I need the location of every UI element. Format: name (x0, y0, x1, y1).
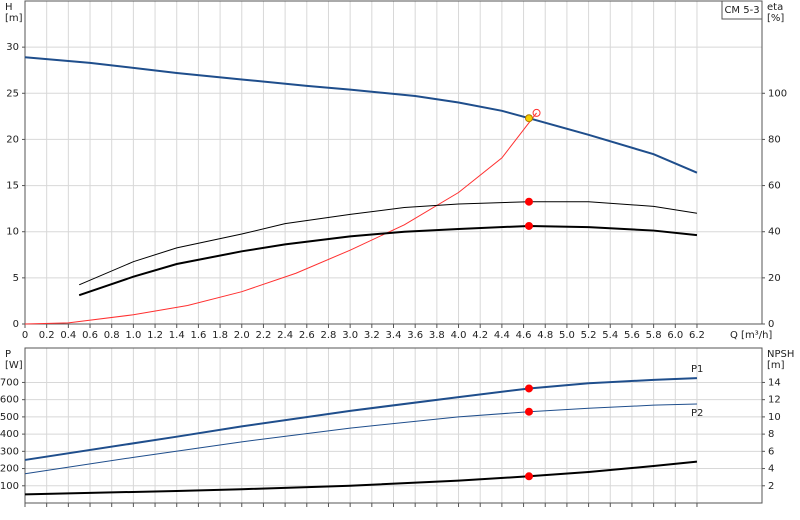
x-tick-label: 1.4 (169, 330, 185, 341)
y2-axis-title: eta (767, 2, 783, 13)
x-tick-label: 2.2 (255, 330, 271, 341)
y2-tick-label: 4 (768, 464, 774, 475)
curve-label: P2 (691, 408, 703, 419)
operating-point (524, 114, 533, 123)
x-tick-label: 5.0 (559, 330, 575, 341)
y2-tick-label: 12 (768, 395, 781, 406)
y-tick-label: 10 (6, 227, 19, 238)
x-tick-label: 4.0 (451, 330, 467, 341)
x-tick-label: 1.2 (147, 330, 163, 341)
y-tick-label: 25 (6, 88, 19, 99)
legend-box (721, 0, 763, 20)
x-tick-label: 0.8 (104, 330, 120, 341)
x-axis-title: Q [m³/h] (730, 330, 772, 341)
y2-axis-unit: [%] (767, 13, 784, 24)
x-tick-label: 2.6 (299, 330, 315, 341)
y2-tick-label: 100 (768, 88, 787, 99)
operating-point (524, 384, 533, 393)
x-tick-label: 4.8 (537, 330, 553, 341)
x-tick-label: 3.0 (342, 330, 358, 341)
y-axis-title: P (5, 349, 11, 360)
chart-title: CM 5-3 (724, 5, 759, 16)
y-tick-label: 200 (0, 464, 19, 475)
y2-tick-label: 14 (768, 377, 781, 388)
plot-frame (24, 347, 763, 504)
y2-tick-label: 8 (768, 429, 774, 440)
curve (24, 403, 697, 475)
x-tick-label: 0 (22, 330, 28, 341)
x-tick-label: 2.4 (277, 330, 293, 341)
x-tick-label: 6.2 (689, 330, 705, 341)
curve (24, 56, 698, 174)
curve (24, 377, 698, 461)
y2-tick-label: 0 (768, 319, 774, 330)
y-tick-label: 20 (6, 134, 19, 145)
x-tick-label: 5.2 (581, 330, 597, 341)
y-tick-label: 300 (0, 446, 19, 457)
y-axis-unit: [m] (5, 13, 23, 24)
x-tick-label: 5.8 (646, 330, 662, 341)
x-tick-label: 3.2 (364, 330, 380, 341)
y2-tick-label: 20 (768, 273, 781, 284)
x-tick-label: 0.6 (82, 330, 98, 341)
plot-frame (24, 0, 763, 325)
y-tick-label: 5 (13, 273, 19, 284)
x-tick-label: 0.2 (39, 330, 55, 341)
operating-point (524, 221, 533, 230)
y2-axis-unit: [m] (767, 360, 785, 371)
x-tick-label: 2.0 (234, 330, 250, 341)
y-tick-label: 700 (0, 377, 19, 388)
x-tick-label: 4.6 (516, 330, 532, 341)
x-tick-label: 1.6 (190, 330, 206, 341)
y2-tick-label: 6 (768, 446, 774, 457)
y2-axis-title: NPSH (767, 349, 794, 360)
curve (78, 201, 698, 286)
operating-point (524, 197, 533, 206)
x-tick-label: 2.8 (321, 330, 337, 341)
curve (24, 112, 537, 325)
x-tick-label: 5.4 (602, 330, 618, 341)
curve (24, 460, 698, 496)
x-tick-label: 3.8 (429, 330, 445, 341)
y-tick-label: 500 (0, 412, 19, 423)
y-axis-title: H (5, 2, 13, 13)
y-tick-label: 100 (0, 481, 19, 492)
y-axis-unit: [W] (5, 360, 23, 371)
x-tick-label: 0.4 (60, 330, 76, 341)
operating-point (524, 472, 533, 481)
x-tick-label: 3.6 (407, 330, 423, 341)
operating-point (532, 108, 541, 117)
curve-label: P1 (691, 364, 703, 375)
x-tick-label: 5.6 (624, 330, 640, 341)
y2-tick-label: 10 (768, 412, 781, 423)
y2-tick-label: 2 (768, 481, 774, 492)
y-tick-label: 400 (0, 429, 19, 440)
curve (78, 224, 698, 297)
y-tick-label: 30 (6, 42, 19, 53)
x-tick-label: 1.0 (125, 330, 141, 341)
x-tick-label: 4.4 (494, 330, 510, 341)
x-tick-label: 6.0 (667, 330, 683, 341)
x-tick-label: 1.8 (212, 330, 228, 341)
operating-point (524, 407, 533, 416)
y2-tick-label: 60 (768, 181, 781, 192)
x-tick-label: 4.2 (472, 330, 488, 341)
y-tick-label: 600 (0, 395, 19, 406)
y-tick-label: 15 (6, 181, 19, 192)
y-tick-label: 0 (13, 319, 19, 330)
y2-tick-label: 80 (768, 134, 781, 145)
y2-tick-label: 40 (768, 227, 781, 238)
x-tick-label: 3.4 (386, 330, 402, 341)
